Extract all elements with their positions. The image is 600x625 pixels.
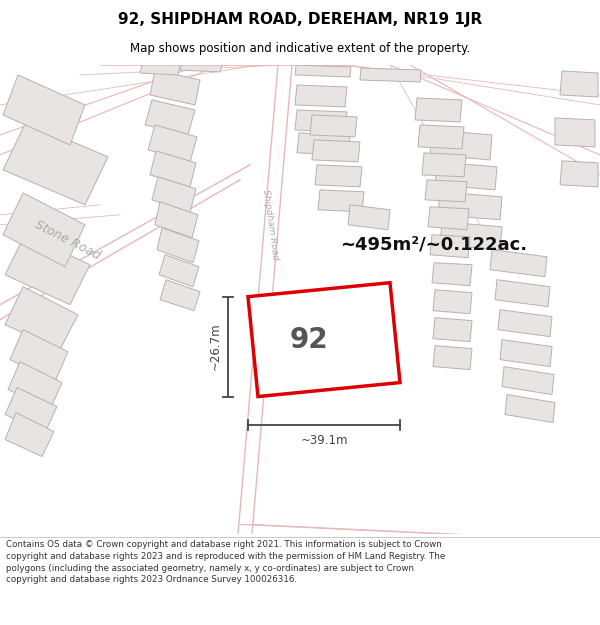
Polygon shape: [310, 115, 357, 137]
Polygon shape: [348, 205, 390, 230]
Text: Contains OS data © Crown copyright and database right 2021. This information is : Contains OS data © Crown copyright and d…: [6, 540, 445, 584]
Polygon shape: [490, 250, 547, 277]
Polygon shape: [3, 75, 85, 145]
Polygon shape: [430, 235, 470, 258]
Polygon shape: [560, 71, 598, 97]
Text: ~26.7m: ~26.7m: [209, 322, 221, 371]
Polygon shape: [422, 153, 466, 177]
Polygon shape: [297, 133, 350, 155]
Polygon shape: [498, 309, 552, 337]
Polygon shape: [500, 339, 552, 367]
Polygon shape: [150, 70, 200, 105]
Polygon shape: [150, 151, 196, 187]
Polygon shape: [152, 177, 196, 212]
Text: ~495m²/~0.122ac.: ~495m²/~0.122ac.: [340, 236, 527, 254]
Polygon shape: [145, 100, 195, 135]
Polygon shape: [433, 290, 472, 314]
Polygon shape: [5, 287, 78, 349]
Polygon shape: [159, 255, 199, 287]
Polygon shape: [157, 228, 199, 262]
Polygon shape: [295, 65, 351, 77]
Polygon shape: [8, 362, 62, 409]
Polygon shape: [295, 85, 347, 107]
Polygon shape: [180, 65, 222, 72]
Text: 92, SHIPDHAM ROAD, DEREHAM, NR19 1JR: 92, SHIPDHAM ROAD, DEREHAM, NR19 1JR: [118, 12, 482, 27]
Polygon shape: [3, 122, 108, 205]
Polygon shape: [438, 192, 502, 220]
Polygon shape: [433, 318, 472, 342]
Polygon shape: [3, 193, 85, 267]
Polygon shape: [5, 235, 90, 304]
Polygon shape: [295, 110, 347, 132]
Polygon shape: [428, 207, 469, 230]
Polygon shape: [148, 125, 197, 162]
Polygon shape: [415, 98, 462, 122]
Text: ~39.1m: ~39.1m: [300, 434, 348, 447]
Polygon shape: [312, 140, 360, 162]
Polygon shape: [433, 346, 472, 369]
Polygon shape: [430, 130, 492, 160]
Text: Map shows position and indicative extent of the property.: Map shows position and indicative extent…: [130, 42, 470, 55]
Polygon shape: [435, 162, 497, 190]
Polygon shape: [418, 125, 464, 149]
Polygon shape: [140, 65, 180, 75]
Text: Shipdham Road: Shipdham Road: [260, 189, 280, 261]
Polygon shape: [555, 118, 595, 147]
Polygon shape: [315, 165, 362, 187]
Polygon shape: [505, 394, 555, 422]
Polygon shape: [318, 190, 364, 212]
Polygon shape: [360, 68, 421, 82]
Polygon shape: [248, 282, 400, 396]
Polygon shape: [5, 388, 57, 432]
Polygon shape: [5, 412, 54, 456]
Polygon shape: [155, 202, 198, 238]
Polygon shape: [502, 367, 554, 394]
Polygon shape: [425, 180, 467, 202]
Polygon shape: [440, 222, 502, 250]
Polygon shape: [10, 329, 68, 382]
Polygon shape: [432, 262, 472, 286]
Polygon shape: [160, 280, 200, 311]
Polygon shape: [560, 161, 598, 187]
Text: Stone Road: Stone Road: [33, 217, 103, 262]
Text: 92: 92: [290, 326, 328, 354]
Polygon shape: [495, 280, 550, 307]
